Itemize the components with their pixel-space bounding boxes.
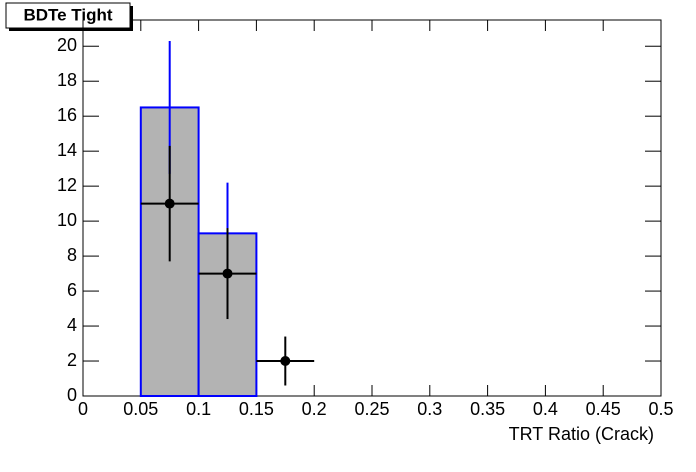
- data-point: [222, 268, 233, 279]
- y-tick-label: 14: [57, 140, 77, 160]
- x-tick-label: 0.3: [417, 399, 442, 419]
- x-tick-label: 0.35: [470, 399, 505, 419]
- y-tick-label: 8: [67, 245, 77, 265]
- y-tick-label: 20: [57, 35, 77, 55]
- y-tick-label: 16: [57, 105, 77, 125]
- x-tick-label: 0.05: [123, 399, 158, 419]
- y-tick-label: 6: [67, 280, 77, 300]
- y-tick-label: 2: [67, 350, 77, 370]
- title-box: [5, 2, 131, 29]
- x-tick-label: 0.25: [354, 399, 389, 419]
- chart-title: BDTe Tight: [23, 5, 112, 24]
- x-tick-label: 0.45: [586, 399, 621, 419]
- data-point: [280, 356, 291, 367]
- x-tick-label: 0.4: [533, 399, 558, 419]
- x-tick-label: 0: [78, 399, 88, 419]
- x-axis-label: TRT Ratio (Crack): [509, 424, 654, 444]
- y-tick-label: 12: [57, 175, 77, 195]
- x-tick-label: 0.2: [302, 399, 327, 419]
- y-tick-label: 10: [57, 210, 77, 230]
- x-tick-label: 0.5: [648, 399, 673, 419]
- y-tick-label: 18: [57, 70, 77, 90]
- y-tick-label: 0: [67, 385, 77, 405]
- y-tick-label: 4: [67, 315, 77, 335]
- data-point: [164, 198, 175, 209]
- x-tick-label: 0.1: [186, 399, 211, 419]
- x-tick-label: 0.15: [239, 399, 274, 419]
